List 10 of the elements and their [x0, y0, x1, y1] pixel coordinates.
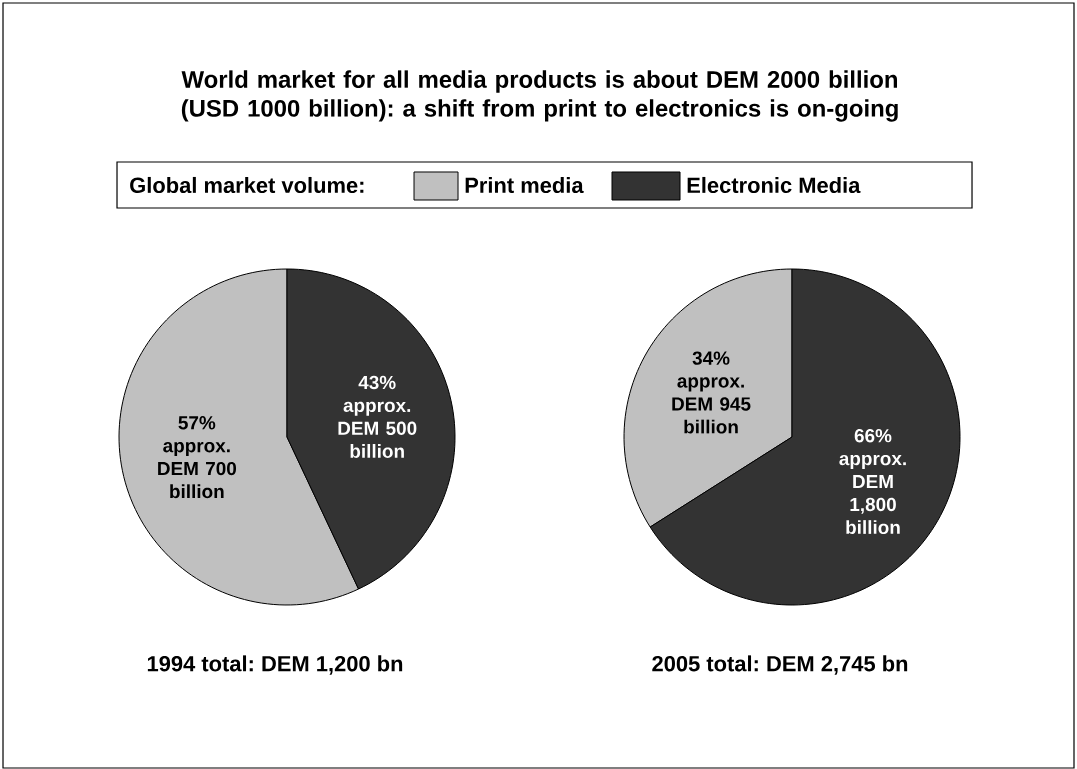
data-label: 66% approx. DEM 1,800 billion: [839, 428, 906, 535]
data-label: 57% approx. DEM 700 billion: [158, 416, 237, 499]
legend-label: Print media: [465, 176, 584, 194]
text: 1994 total: DEM 1,200 bn: [147, 655, 403, 675]
legend-title: Global market volume:: [130, 176, 364, 194]
chart-title: World market for all media products is about DEM 2000 billion (USD 1000 billion): a shift from print to electronics is on-going: [181, 70, 898, 122]
data-label: 43% approx. DEM 500 billion: [338, 375, 417, 458]
text: 2005 total: DEM 2,745 bn: [652, 655, 908, 675]
data-label: 34% approx. DEM 945 billion: [672, 351, 751, 434]
legend-label: Electronic Media: [687, 176, 861, 194]
